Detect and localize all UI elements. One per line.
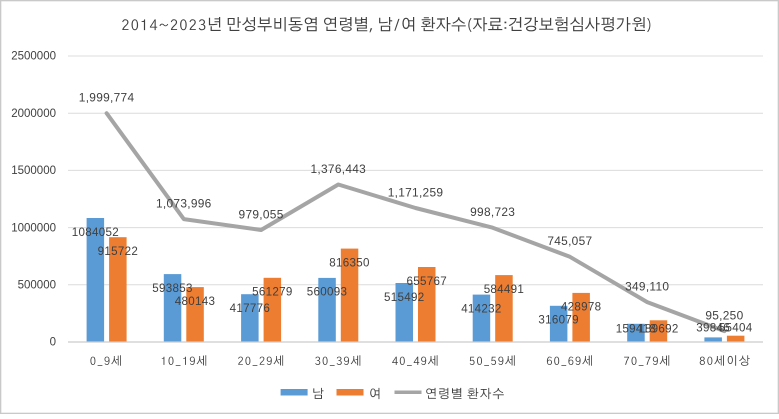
svg-text:39846: 39846: [696, 322, 730, 335]
svg-text:189692: 189692: [638, 323, 679, 336]
svg-text:1,999,774: 1,999,774: [79, 91, 135, 105]
svg-text:816350: 816350: [329, 256, 370, 269]
svg-text:560093: 560093: [307, 286, 348, 299]
svg-text:2500000: 2500000: [11, 51, 56, 63]
svg-text:1,171,259: 1,171,259: [388, 185, 444, 199]
svg-text:316079: 316079: [538, 314, 579, 327]
svg-text:515492: 515492: [384, 291, 425, 304]
svg-text:745,057: 745,057: [547, 234, 592, 248]
svg-text:915722: 915722: [98, 245, 139, 258]
svg-text:998,723: 998,723: [470, 205, 515, 219]
svg-text:584491: 584491: [484, 283, 525, 296]
svg-text:593853: 593853: [152, 282, 193, 295]
svg-text:561279: 561279: [252, 286, 293, 299]
svg-text:979,055: 979,055: [239, 207, 284, 221]
svg-text:1000000: 1000000: [11, 222, 56, 234]
svg-text:1,376,443: 1,376,443: [310, 162, 366, 176]
svg-text:349,110: 349,110: [625, 280, 669, 294]
svg-text:2000000: 2000000: [11, 108, 56, 120]
svg-text:95,250: 95,250: [705, 309, 743, 323]
svg-text:428978: 428978: [561, 301, 602, 314]
svg-text:414232: 414232: [461, 302, 502, 315]
svg-text:480143: 480143: [175, 295, 216, 308]
svg-text:500000: 500000: [18, 280, 56, 292]
svg-text:655767: 655767: [407, 275, 448, 288]
svg-text:1500000: 1500000: [11, 165, 56, 177]
svg-text:55404: 55404: [719, 322, 753, 335]
svg-text:0: 0: [50, 337, 56, 349]
svg-text:1,073,996: 1,073,996: [156, 197, 212, 211]
svg-text:1084052: 1084052: [72, 226, 119, 239]
svg-text:417776: 417776: [230, 302, 271, 315]
svg-text:159418: 159418: [616, 323, 657, 336]
